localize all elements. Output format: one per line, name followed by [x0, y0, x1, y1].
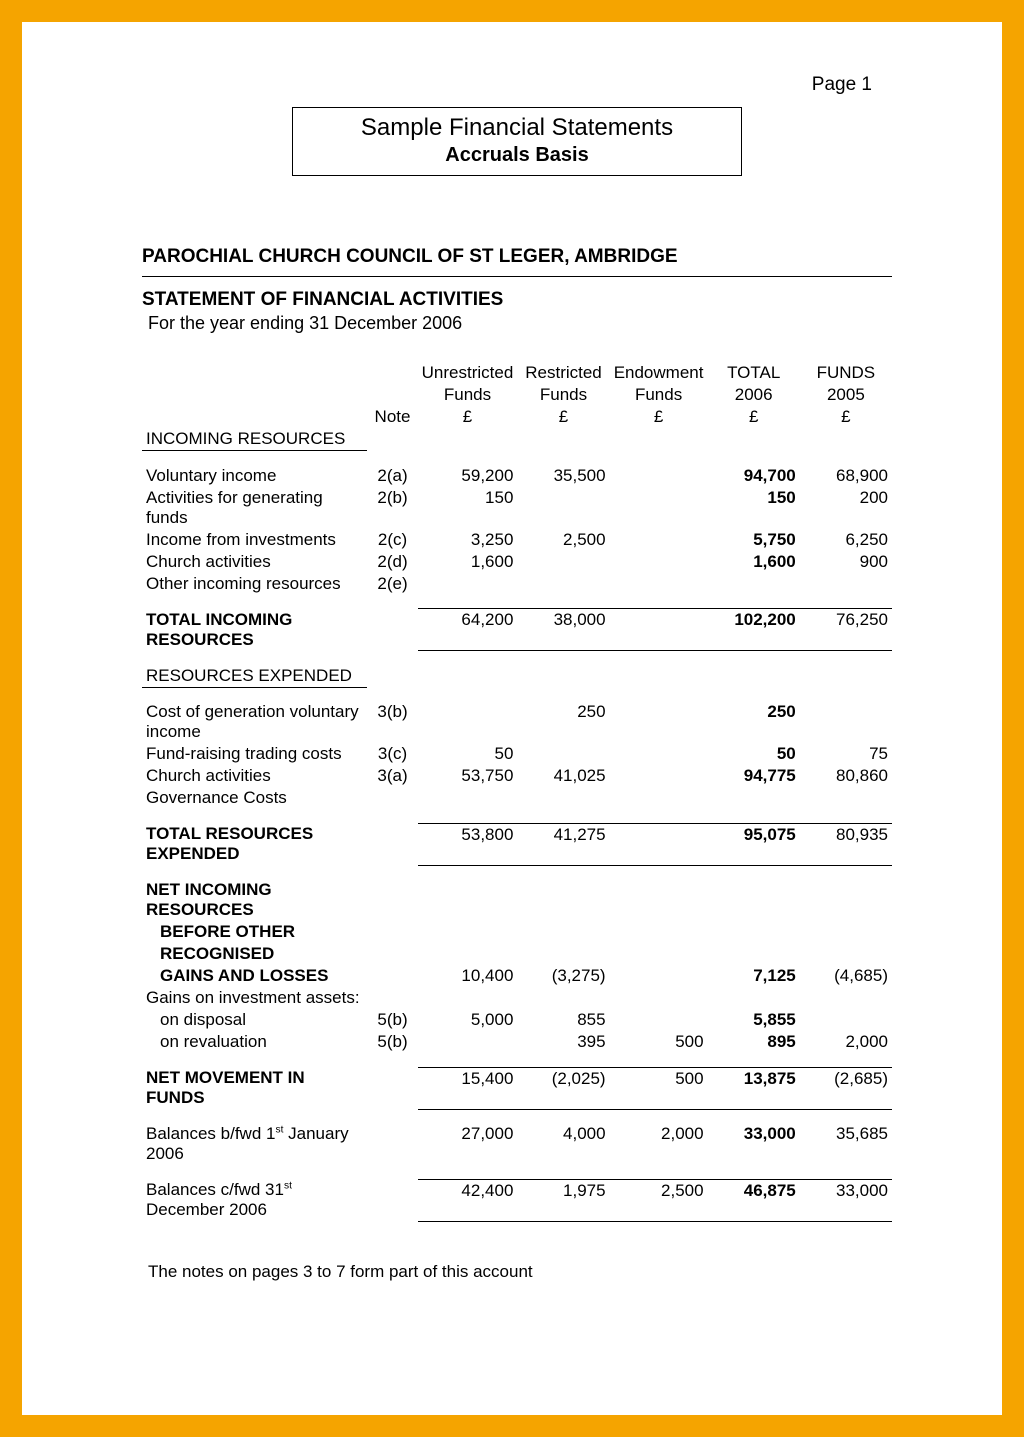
row-net-before-l2: BEFORE OTHER: [142, 921, 892, 943]
row-net-before-l3: RECOGNISED: [142, 943, 892, 965]
col-restricted-l1: Restricted: [525, 363, 602, 382]
row-revaluation: on revaluation 5(b) 395 500 895 2,000: [142, 1031, 892, 1053]
page: Page 1 Sample Financial Statements Accru…: [22, 22, 1002, 1415]
header-row: Unrestricted Restricted Endowment TOTAL …: [142, 362, 892, 384]
financial-table: Unrestricted Restricted Endowment TOTAL …: [142, 362, 892, 1222]
page-number: Page 1: [812, 74, 872, 96]
title-line-2: Accruals Basis: [305, 144, 729, 167]
col-endowment-l1: Endowment: [614, 363, 704, 382]
row-disposal: on disposal 5(b) 5,000 855 5,855: [142, 1009, 892, 1031]
row-bfwd: Balances b/fwd 1st January 2006 27,000 4…: [142, 1123, 892, 1165]
row-governance: Governance Costs: [142, 787, 892, 809]
row-church-activities-exp: Church activities 3(a) 53,750 41,025 94,…: [142, 765, 892, 787]
header-row-3: Note £ £ £ £ £: [142, 406, 892, 428]
row-investments: Income from investments 2(c) 3,250 2,500…: [142, 529, 892, 551]
row-total-expended: TOTAL RESOURCES EXPENDED 53,800 41,275 9…: [142, 823, 892, 865]
col-funds-l1: FUNDS: [817, 363, 876, 382]
col-unrestricted-l1: Unrestricted: [422, 363, 514, 382]
row-generating: Activities for generating funds 2(b) 150…: [142, 487, 892, 529]
row-cgvi: Cost of generation voluntary income 3(b)…: [142, 701, 892, 743]
incoming-header: INCOMING RESOURCES: [142, 428, 892, 451]
row-church-activities: Church activities 2(d) 1,600 1,600 900: [142, 551, 892, 573]
title-line-1: Sample Financial Statements: [305, 114, 729, 142]
header-row-2: Funds Funds Funds 2006 2005: [142, 384, 892, 406]
statement-title: STATEMENT OF FINANCIAL ACTIVITIES: [142, 289, 892, 311]
row-net-movement: NET MOVEMENT IN FUNDS 15,400 (2,025) 500…: [142, 1067, 892, 1109]
row-gains-label: Gains on investment assets:: [142, 987, 892, 1009]
divider: [142, 276, 892, 277]
row-cfwd: Balances c/fwd 31st December 2006 42,400…: [142, 1179, 892, 1221]
period: For the year ending 31 December 2006: [148, 313, 892, 334]
col-total-l1: TOTAL: [727, 363, 780, 382]
organisation-name: PAROCHIAL CHURCH COUNCIL OF ST LEGER, AM…: [142, 246, 892, 268]
row-net-before-values: GAINS AND LOSSES 10,400 (3,275) 7,125 (4…: [142, 965, 892, 987]
row-other-incoming: Other incoming resources 2(e): [142, 573, 892, 595]
title-box: Sample Financial Statements Accruals Bas…: [292, 107, 742, 176]
row-fundraising: Fund-raising trading costs 3(c) 50 50 75: [142, 743, 892, 765]
row-net-before-l1: NET INCOMING RESOURCES: [142, 879, 892, 921]
footnote: The notes on pages 3 to 7 form part of t…: [148, 1262, 892, 1282]
expended-header: RESOURCES EXPENDED: [142, 665, 892, 688]
row-total-incoming: TOTAL INCOMING RESOURCES 64,200 38,000 1…: [142, 609, 892, 651]
row-voluntary: Voluntary income 2(a) 59,200 35,500 94,7…: [142, 465, 892, 487]
